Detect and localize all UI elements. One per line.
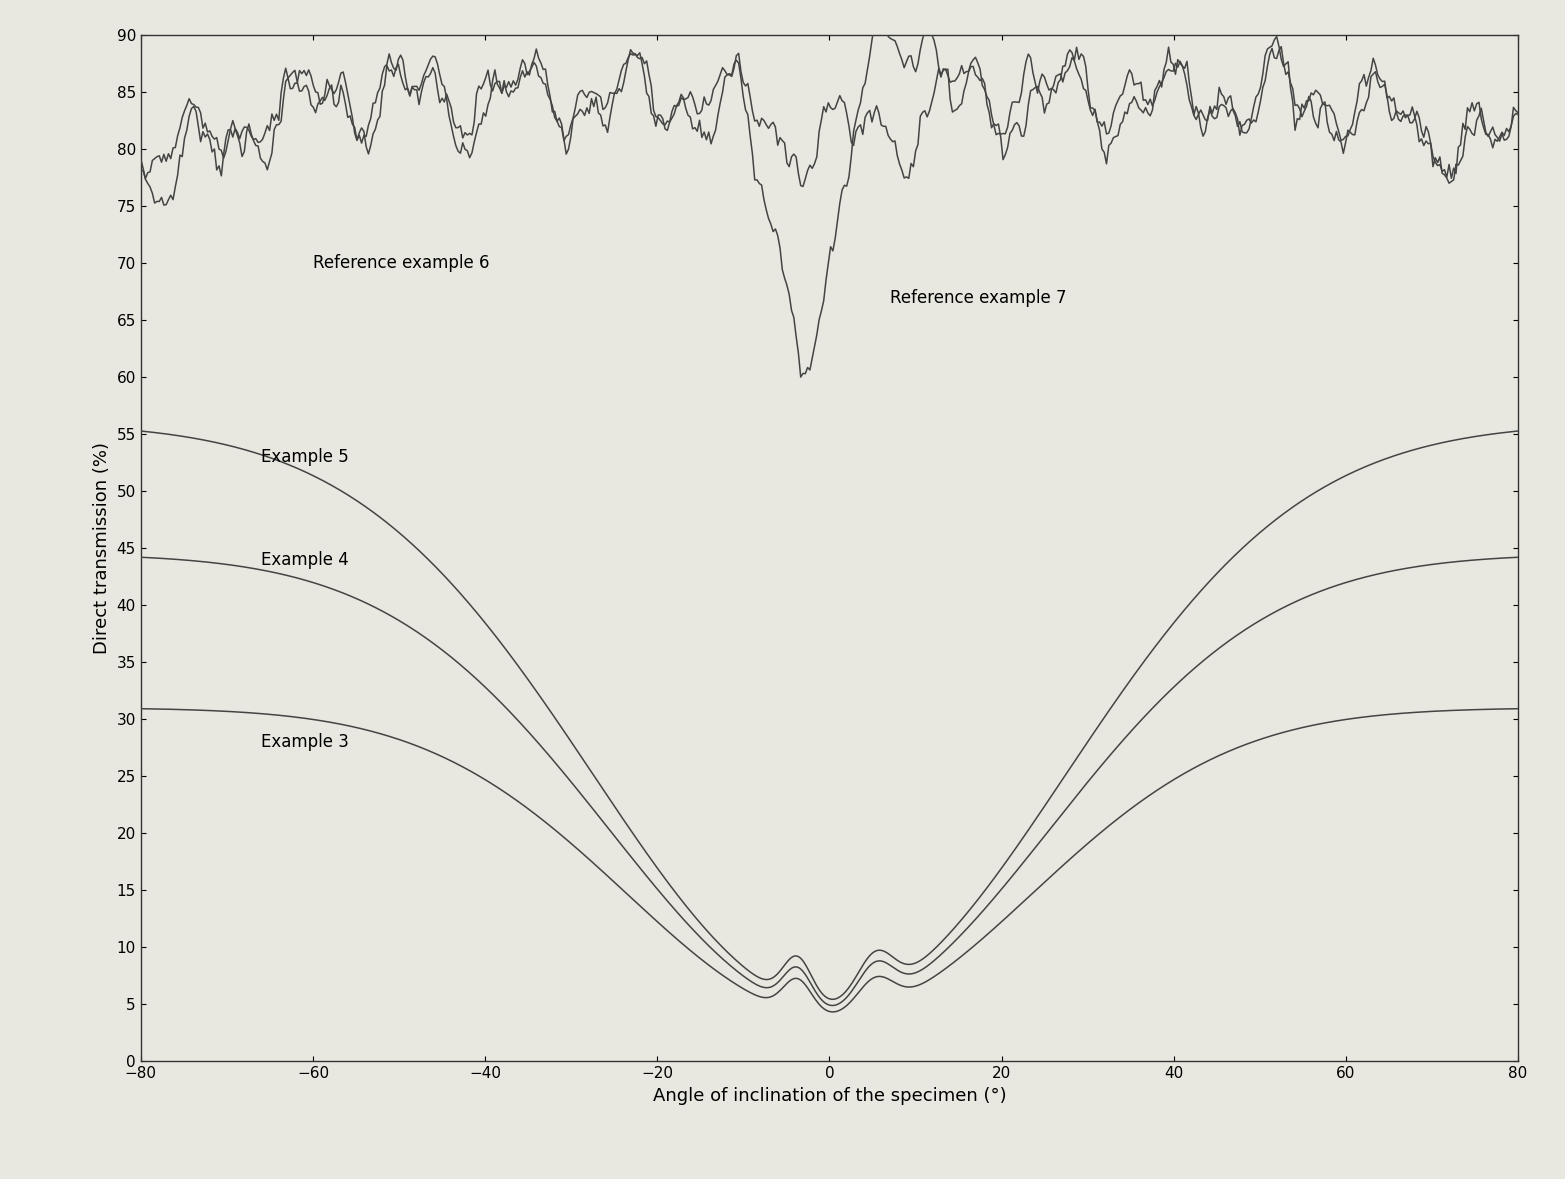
X-axis label: Angle of inclination of the specimen (°): Angle of inclination of the specimen (°) xyxy=(653,1087,1006,1105)
Text: Example 3: Example 3 xyxy=(261,733,349,751)
Text: Example 5: Example 5 xyxy=(261,448,349,466)
Text: Reference example 7: Reference example 7 xyxy=(890,289,1066,307)
Text: Reference example 6: Reference example 6 xyxy=(313,255,490,272)
Y-axis label: Direct transmission (%): Direct transmission (%) xyxy=(92,442,111,654)
Text: Example 4: Example 4 xyxy=(261,551,349,568)
